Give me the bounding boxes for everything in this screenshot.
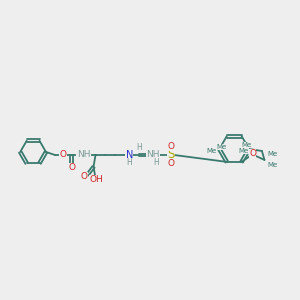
Text: NH: NH: [146, 151, 160, 160]
Text: H: H: [126, 158, 132, 167]
Text: O: O: [249, 149, 256, 158]
Text: O: O: [167, 159, 174, 168]
Text: O: O: [59, 151, 66, 160]
Text: N: N: [125, 150, 133, 160]
Text: S: S: [167, 148, 175, 161]
Text: O: O: [80, 172, 87, 181]
Text: Me: Me: [242, 142, 252, 148]
Text: O: O: [167, 142, 174, 151]
Text: Me: Me: [206, 148, 217, 154]
Text: OH: OH: [90, 175, 104, 184]
Text: NH: NH: [77, 151, 90, 160]
Text: Me: Me: [267, 162, 278, 168]
Text: Me: Me: [238, 148, 249, 154]
Text: Me: Me: [217, 144, 227, 150]
Text: H: H: [153, 158, 159, 167]
Text: Me: Me: [267, 151, 278, 157]
Text: H: H: [136, 142, 142, 152]
Text: O: O: [68, 163, 75, 172]
